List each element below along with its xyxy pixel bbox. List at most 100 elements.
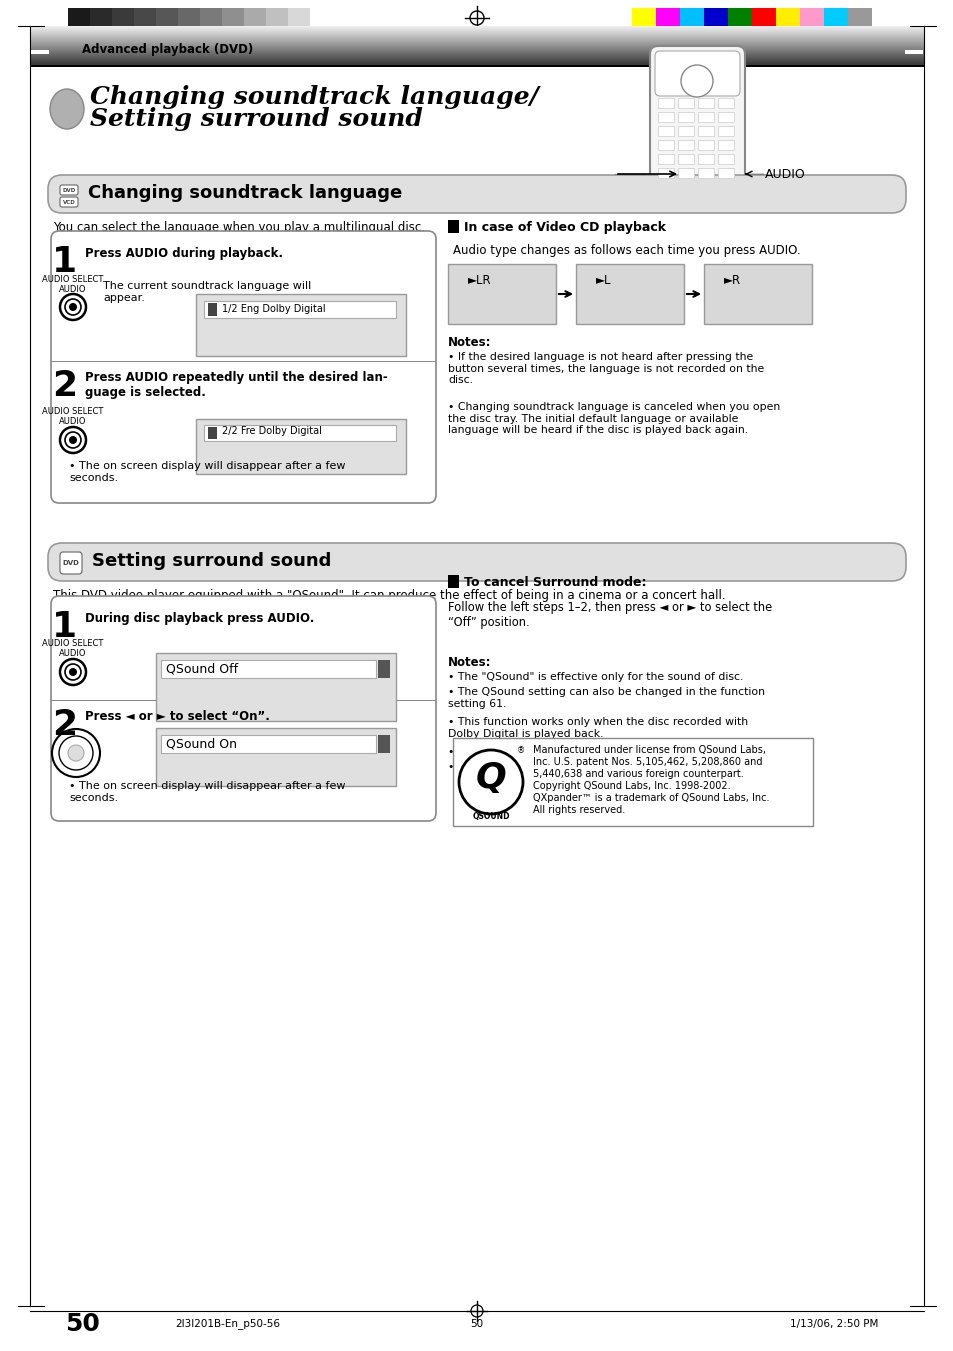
Bar: [698, 112, 713, 122]
Bar: [631, 8, 656, 30]
Text: 50: 50: [65, 1312, 100, 1336]
Bar: [698, 154, 713, 163]
Text: 5,440,638 and various foreign counterpart.: 5,440,638 and various foreign counterpar…: [533, 769, 743, 780]
Bar: [310, 8, 332, 30]
Bar: [823, 8, 847, 30]
Text: • The QSound setting can also be changed in the function
setting 61.: • The QSound setting can also be changed…: [448, 688, 764, 709]
Text: Changing soundtrack language: Changing soundtrack language: [88, 184, 402, 203]
Text: This DVD video player equipped with a "QSound". It can produce the effect of bei: This DVD video player equipped with a "Q…: [53, 589, 725, 601]
Text: VCD: VCD: [63, 200, 75, 204]
Bar: [156, 728, 395, 786]
Bar: [195, 295, 406, 357]
Bar: [678, 126, 693, 136]
Text: 2: 2: [52, 369, 77, 403]
Bar: [658, 112, 673, 122]
Text: • Changing soundtrack language is canceled when you open
the disc tray. The init: • Changing soundtrack language is cancel…: [448, 403, 780, 435]
Bar: [200, 8, 222, 30]
Text: DVD: DVD: [62, 188, 75, 192]
Bar: [656, 8, 679, 30]
Bar: [658, 168, 673, 178]
Circle shape: [69, 303, 77, 311]
FancyBboxPatch shape: [51, 596, 436, 821]
Text: 1/13/06, 2:50 PM: 1/13/06, 2:50 PM: [789, 1319, 878, 1329]
Bar: [718, 168, 733, 178]
Bar: [448, 263, 556, 324]
Text: In case of Video CD playback: In case of Video CD playback: [463, 220, 665, 234]
Bar: [698, 126, 713, 136]
Text: QSound Off: QSound Off: [166, 662, 238, 676]
Text: Advanced playback (DVD): Advanced playback (DVD): [82, 43, 253, 57]
Text: To cancel Surround mode:: To cancel Surround mode:: [463, 576, 646, 589]
Text: Audio type changes as follows each time you press AUDIO.: Audio type changes as follows each time …: [453, 245, 800, 257]
Text: 1: 1: [52, 611, 77, 644]
Text: You can select the language when you play a multilingual disc.: You can select the language when you pla…: [53, 220, 424, 234]
Circle shape: [458, 750, 522, 815]
Text: Setting surround sound: Setting surround sound: [91, 553, 331, 570]
Bar: [718, 99, 733, 108]
Circle shape: [680, 65, 712, 97]
Text: • If the desired language is not heard after pressing the
button several times, : • If the desired language is not heard a…: [448, 353, 763, 385]
Text: Press AUDIO repeatedly until the desired lan-
guage is selected.: Press AUDIO repeatedly until the desired…: [85, 372, 387, 399]
Bar: [244, 8, 266, 30]
Bar: [195, 419, 406, 474]
Bar: [266, 8, 288, 30]
Text: Notes:: Notes:: [448, 336, 491, 349]
Bar: [448, 576, 458, 588]
Bar: [775, 8, 800, 30]
Bar: [703, 263, 811, 324]
Text: Follow the left steps 1–2, then press ◄ or ► to select the
“Off” position.: Follow the left steps 1–2, then press ◄ …: [448, 601, 771, 630]
Bar: [658, 141, 673, 150]
Bar: [222, 8, 244, 30]
Text: The current soundtrack language will
appear.: The current soundtrack language will app…: [103, 281, 311, 303]
Text: 2/2 Fre Dolby Digital: 2/2 Fre Dolby Digital: [222, 426, 321, 436]
Bar: [288, 8, 310, 30]
Text: 2I3I201B-En_p50-56: 2I3I201B-En_p50-56: [174, 1319, 280, 1329]
Text: AUDIO: AUDIO: [59, 285, 87, 293]
Bar: [718, 141, 733, 150]
Bar: [576, 263, 683, 324]
Text: AUDIO SELECT: AUDIO SELECT: [42, 408, 104, 416]
Text: AUDIO: AUDIO: [59, 417, 87, 427]
Text: During disc playback press AUDIO.: During disc playback press AUDIO.: [85, 612, 314, 626]
Bar: [68, 8, 90, 30]
Bar: [133, 8, 156, 30]
Text: • The on screen display will disappear after a few
seconds.: • The on screen display will disappear a…: [69, 462, 345, 484]
Bar: [658, 154, 673, 163]
Bar: [204, 426, 395, 440]
Bar: [698, 141, 713, 150]
Bar: [448, 220, 458, 232]
Bar: [847, 8, 871, 30]
Bar: [678, 141, 693, 150]
Bar: [751, 8, 775, 30]
Text: QSOUND: QSOUND: [472, 812, 509, 820]
Text: ►LR: ►LR: [468, 273, 491, 286]
Ellipse shape: [50, 89, 84, 128]
Bar: [156, 653, 395, 721]
Bar: [904, 50, 923, 54]
Bar: [718, 154, 733, 163]
Bar: [658, 126, 673, 136]
Text: Changing soundtrack language/: Changing soundtrack language/: [90, 85, 538, 109]
Bar: [178, 8, 200, 30]
Bar: [156, 8, 178, 30]
Bar: [30, 50, 49, 54]
Text: Press AUDIO during playback.: Press AUDIO during playback.: [85, 247, 283, 259]
Bar: [800, 8, 823, 30]
Bar: [204, 301, 395, 317]
Text: Notes:: Notes:: [448, 657, 491, 669]
FancyBboxPatch shape: [655, 51, 740, 96]
Text: ►L: ►L: [596, 273, 611, 286]
FancyBboxPatch shape: [51, 231, 436, 503]
Bar: [703, 8, 727, 30]
Bar: [679, 8, 703, 30]
Bar: [718, 126, 733, 136]
Text: 50: 50: [470, 1319, 483, 1329]
Text: Q: Q: [476, 761, 506, 794]
Bar: [718, 112, 733, 122]
Bar: [678, 99, 693, 108]
Text: AUDIO SELECT: AUDIO SELECT: [42, 274, 104, 284]
Circle shape: [68, 744, 84, 761]
Bar: [90, 8, 112, 30]
Bar: [658, 99, 673, 108]
Bar: [698, 168, 713, 178]
